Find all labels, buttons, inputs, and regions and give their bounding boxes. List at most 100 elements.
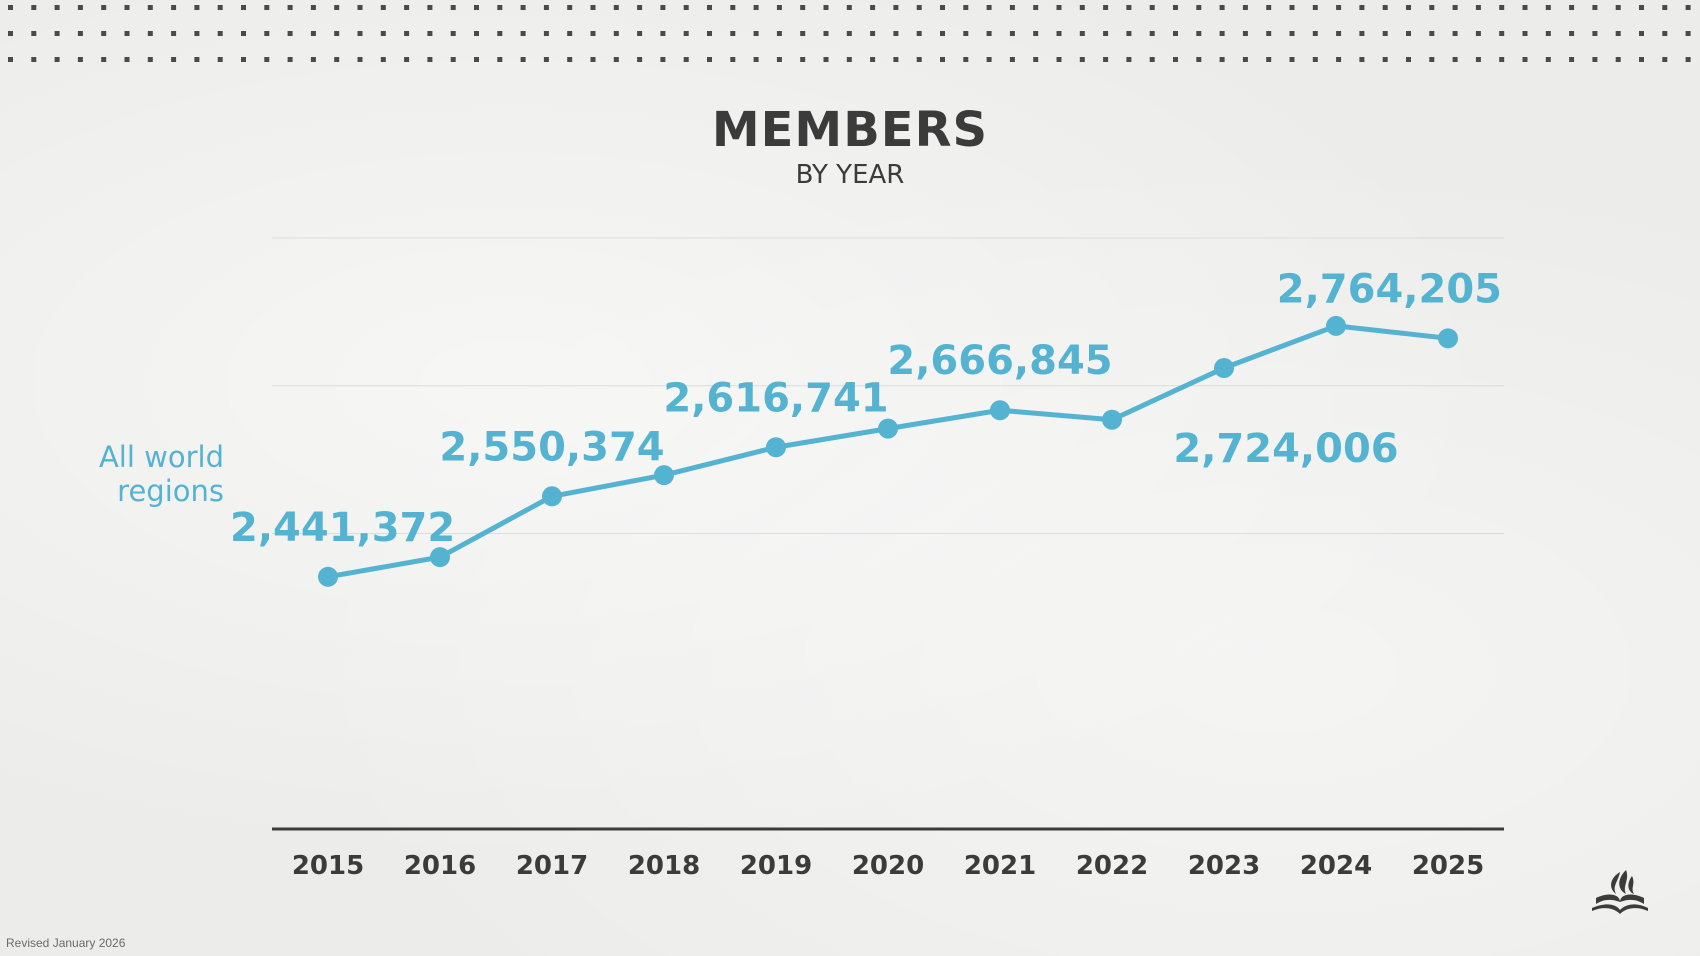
decor-dot (1499, 57, 1505, 62)
decor-dot (497, 5, 503, 10)
decor-dot (334, 31, 340, 36)
decor-dot (893, 5, 899, 10)
decor-dot (567, 5, 573, 10)
x-tick-label: 2025 (1412, 851, 1484, 881)
decor-dot (8, 5, 13, 10)
decor-dot (31, 57, 37, 62)
decor-dot (1173, 57, 1178, 62)
decor-dot (1382, 31, 1388, 36)
decor-dot (543, 57, 549, 62)
decor-dot (54, 57, 60, 62)
decor-dot (1639, 31, 1644, 36)
decor-dot (287, 31, 293, 36)
decor-dot (1079, 5, 1085, 10)
decor-dot (520, 31, 526, 36)
decor-dot (520, 57, 526, 62)
decor-dot (1103, 5, 1109, 10)
decor-dot (730, 5, 736, 10)
data-label: 2,441,372 (230, 505, 455, 551)
decor-dot (683, 5, 689, 10)
decor-dot (310, 5, 316, 10)
x-tick-label: 2016 (404, 851, 476, 881)
decor-dot (101, 31, 107, 36)
decor-dot (1009, 57, 1015, 62)
decor-dot (1475, 31, 1481, 36)
decor-dot (1406, 57, 1411, 62)
decor-dot (1685, 57, 1691, 62)
decor-dot (1429, 31, 1435, 36)
decor-dot (1685, 5, 1691, 10)
decor-dot (101, 5, 107, 10)
data-point (430, 547, 450, 568)
decor-dot (1242, 31, 1248, 36)
data-point (1326, 315, 1346, 336)
decor-dot (8, 57, 13, 62)
data-point (1438, 328, 1458, 349)
decor-dot (1569, 31, 1575, 36)
data-point (878, 418, 898, 439)
decor-dot (1475, 5, 1481, 10)
decor-dot (264, 57, 270, 62)
decor-dot (1312, 57, 1318, 62)
decor-dot (334, 5, 340, 10)
decor-dot (171, 5, 177, 10)
decor-dot (1406, 31, 1411, 36)
flame-bible-logo-icon (1592, 870, 1648, 914)
decor-dot (427, 5, 433, 10)
decor-dot (77, 31, 83, 36)
data-point (318, 566, 338, 587)
decor-dot (54, 5, 60, 10)
decor-dot (194, 5, 200, 10)
decor-dot (77, 5, 83, 10)
decor-dot (1615, 31, 1621, 36)
x-tick-label: 2021 (964, 851, 1036, 881)
decor-dot (1592, 57, 1598, 62)
decor-dot (590, 31, 596, 36)
decor-dot (450, 5, 456, 10)
decor-dot (986, 57, 992, 62)
decor-dot (124, 5, 130, 10)
decor-dot (310, 31, 316, 36)
decor-dot (1429, 5, 1435, 10)
decor-dot (1359, 31, 1365, 36)
decor-dot (800, 57, 806, 62)
decor-dot (380, 57, 386, 62)
x-tick-label: 2017 (516, 851, 588, 881)
decor-dot (1219, 31, 1225, 36)
decor-dot (217, 57, 223, 62)
decor-dot (1522, 57, 1528, 62)
decor-dot (31, 5, 37, 10)
decor-dot (1685, 31, 1691, 36)
decor-dot (567, 31, 573, 36)
decor-dot (8, 31, 13, 36)
decor-dot (590, 57, 596, 62)
decor-dot (404, 31, 410, 36)
decor-dot (1289, 31, 1295, 36)
decor-dot (310, 57, 316, 62)
decor-dot (1173, 5, 1178, 10)
decor-dot (1289, 5, 1295, 10)
decor-dot (1545, 57, 1551, 62)
decor-dot (637, 57, 643, 62)
x-tick-label: 2022 (1076, 851, 1148, 881)
decor-dot (590, 5, 596, 10)
decor-dot (870, 31, 876, 36)
data-point (654, 465, 674, 486)
decor-dot (77, 57, 83, 62)
decor-dot (1615, 57, 1621, 62)
data-points (318, 315, 1458, 587)
decor-dot (870, 57, 876, 62)
decor-dot (54, 31, 60, 36)
decor-dot (1009, 5, 1015, 10)
decor-dot (800, 31, 806, 36)
decor-dot (450, 31, 456, 36)
x-tick-label: 2015 (292, 851, 364, 881)
x-tick-label: 2024 (1300, 851, 1372, 881)
decor-dot (264, 31, 270, 36)
decor-dot (963, 5, 969, 10)
decor-dot (543, 5, 549, 10)
decor-dot (1639, 57, 1644, 62)
decor-dot (404, 57, 410, 62)
decor-dot (776, 31, 782, 36)
